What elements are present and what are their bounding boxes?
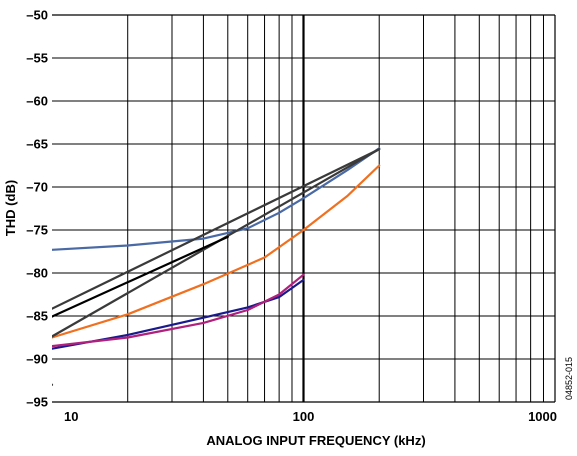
y-tick-label: –60 [26, 94, 48, 109]
x-tick-labels: 10 100 1000 [64, 409, 557, 424]
y-tick-label: –55 [26, 51, 48, 66]
series-line-8 [52, 273, 305, 348]
series-line-2 [52, 164, 381, 339]
y-tick-label: –65 [26, 137, 48, 152]
series-line-1 [52, 147, 381, 251]
series-line-3 [52, 148, 381, 310]
x-axis-label: ANALOG INPUT FREQUENCY (kHz) [206, 433, 425, 448]
y-tick-labels: –50 –55 –60 –65 –70 –75 –80 –85 –90 –95 [26, 8, 48, 410]
y-tick-label: –90 [26, 352, 48, 367]
series-line-4 [52, 148, 381, 338]
series-line-7 [52, 278, 305, 350]
x-tick-label: 1000 [528, 409, 557, 424]
series-lines [52, 147, 381, 386]
y-tick-label: –85 [26, 309, 48, 324]
grid [52, 14, 556, 403]
series-line-5 [52, 235, 229, 318]
figure-id: 04852-015 [564, 357, 574, 400]
x-tick-label: 10 [64, 409, 78, 424]
y-axis-label: THD (dB) [3, 180, 18, 236]
x-tick-label: 100 [293, 409, 315, 424]
y-tick-label: –50 [26, 8, 48, 23]
y-tick-label: –80 [26, 266, 48, 281]
y-tick-label: –70 [26, 180, 48, 195]
y-tick-label: –95 [26, 395, 48, 410]
y-tick-label: –75 [26, 223, 48, 238]
